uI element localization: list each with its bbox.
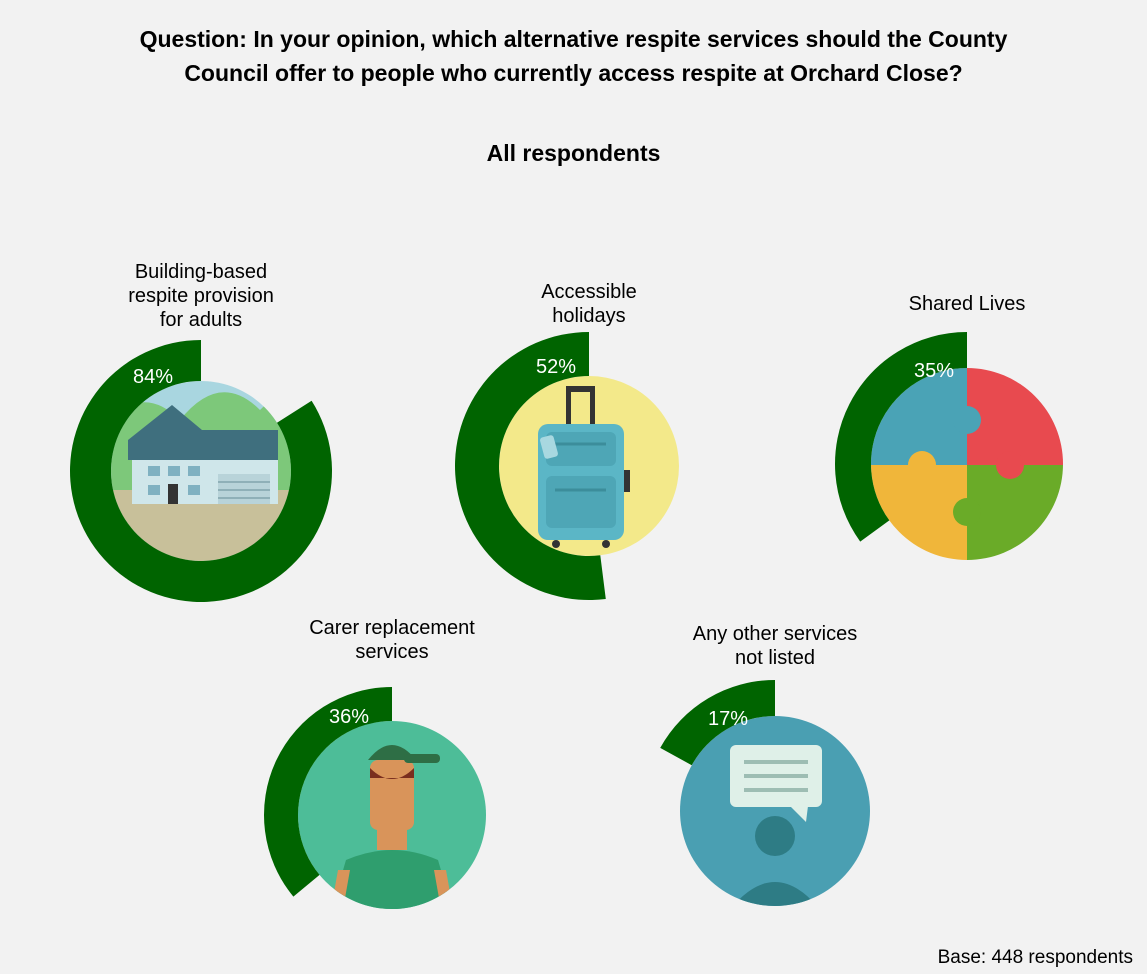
chart-title: Question: In your opinion, which alterna… bbox=[0, 22, 1147, 90]
chart-title-line-1: Question: In your opinion, which alterna… bbox=[139, 26, 1008, 52]
suitcase-icon bbox=[499, 376, 679, 556]
category-label-line: not listed bbox=[735, 647, 815, 669]
house-icon bbox=[111, 381, 291, 561]
category-label-shared: Shared Lives bbox=[909, 293, 1026, 315]
category-label-line: Carer replacement bbox=[309, 617, 475, 639]
ring-arc-building bbox=[69, 340, 333, 602]
category-label-carer: Carer replacement services bbox=[309, 617, 475, 663]
chart-title-line-2: Council offer to people who currently ac… bbox=[184, 60, 963, 86]
category-label-line: Shared Lives bbox=[909, 293, 1026, 315]
category-label-other: Any other services not listed bbox=[693, 623, 858, 669]
chart-subtitle: All respondents bbox=[486, 140, 661, 166]
category-label-line: Accessible bbox=[541, 281, 637, 303]
category-label-line: services bbox=[355, 641, 428, 663]
category-label-holidays: Accessible holidays bbox=[541, 281, 637, 327]
value-label-shared: 35% bbox=[914, 360, 954, 382]
category-label-line: Building-based bbox=[135, 261, 267, 283]
ring-arc-other bbox=[660, 680, 775, 766]
category-label-line: respite provision bbox=[128, 285, 274, 307]
base-note: Base: 448 respondents bbox=[937, 947, 1133, 968]
ring-arc-holidays bbox=[455, 332, 606, 600]
category-label-line: for adults bbox=[160, 309, 242, 331]
value-label-carer: 36% bbox=[329, 706, 369, 728]
puzzle-icon bbox=[871, 368, 1063, 560]
speech-bubble-icon bbox=[680, 716, 870, 906]
ring-arc-carer bbox=[264, 687, 392, 897]
person-cap-icon bbox=[298, 721, 486, 909]
category-label-building: Building-based respite provision for adult… bbox=[128, 261, 274, 331]
value-label-building: 84% bbox=[133, 366, 173, 388]
category-label-line: Any other services bbox=[693, 623, 858, 645]
value-label-holidays: 52% bbox=[536, 356, 576, 378]
value-label-other: 17% bbox=[708, 708, 748, 730]
category-label-line: holidays bbox=[552, 305, 625, 327]
ring-arc-shared bbox=[835, 332, 967, 542]
